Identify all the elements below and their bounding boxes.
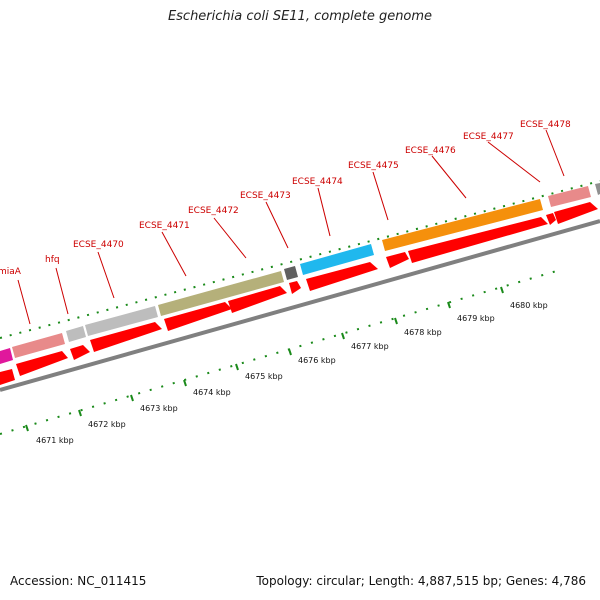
map-title: Escherichia coli SE11, complete genome	[167, 9, 433, 24]
genome-summary-text: Topology: circular; Length: 4,887,515 bp…	[256, 574, 586, 588]
scale-label: 4678 kbp	[404, 328, 442, 337]
scale-label: 4675 kbp	[245, 372, 283, 381]
cds-arrow	[70, 345, 90, 360]
scale-ruler	[25, 286, 504, 432]
gene-label-ECSE_4472[interactable]: ECSE_4472	[188, 206, 239, 216]
feature-box-gray-right	[595, 183, 600, 195]
gene-label-hfq[interactable]: hfq	[45, 255, 60, 265]
cds-arrow	[90, 322, 162, 352]
feature-box-gray-4470	[85, 306, 158, 336]
outer-tick-row	[0, 180, 600, 339]
gene-labels: miaA hfq ECSE_4470 ECSE_4471 ECSE_4472 E…	[0, 120, 571, 277]
cds-arrow	[0, 369, 15, 385]
scale-label: 4674 kbp	[193, 388, 231, 397]
feature-box-magenta	[0, 348, 13, 364]
scale-label: 4672 kbp	[88, 420, 126, 429]
gene-label-ECSE_4470[interactable]: ECSE_4470	[73, 240, 124, 250]
cds-arrow	[546, 213, 556, 225]
gene-label-ECSE_4478[interactable]: ECSE_4478	[520, 120, 571, 130]
feature-box-blue	[300, 244, 374, 275]
genome-backbone	[0, 219, 600, 392]
cds-arrow	[386, 252, 409, 268]
scale-tick-row	[0, 269, 561, 435]
scale-label: 4677 kbp	[351, 342, 389, 351]
cds-arrow	[554, 202, 598, 224]
feature-box-dark-gray	[284, 266, 298, 280]
cds-arrows	[0, 202, 598, 385]
scale-label: 4673 kbp	[140, 404, 178, 413]
cds-arrow	[16, 351, 68, 376]
cds-arrow	[228, 286, 287, 313]
scale-label: 4671 kbp	[36, 436, 74, 445]
feature-box-gray-hfq	[66, 326, 86, 342]
gene-label-ECSE_4475[interactable]: ECSE_4475	[348, 161, 399, 171]
gene-label-ECSE_4473[interactable]: ECSE_4473	[240, 191, 291, 201]
scale-labels: 4671 kbp 4672 kbp 4673 kbp 4674 kbp 4675…	[36, 301, 548, 445]
scale-label: 4680 kbp	[510, 301, 548, 310]
upper-strand-features	[0, 183, 600, 364]
accession-text: Accession: NC_011415	[10, 574, 147, 588]
gene-label-ECSE_4477[interactable]: ECSE_4477	[463, 132, 514, 142]
gene-label-ECSE_4476[interactable]: ECSE_4476	[405, 146, 456, 156]
cds-arrow	[408, 217, 548, 263]
feature-box-olive	[158, 271, 284, 316]
gene-label-ECSE_4471[interactable]: ECSE_4471	[139, 221, 190, 231]
scale-label: 4679 kbp	[457, 314, 495, 323]
cds-arrow	[289, 281, 301, 294]
label-leaders	[17, 129, 565, 325]
cds-arrow	[164, 302, 232, 331]
cds-arrow	[306, 262, 378, 291]
gene-label-ECSE_4474[interactable]: ECSE_4474	[292, 177, 343, 187]
gene-label-miaA[interactable]: miaA	[0, 267, 22, 277]
feature-box-orange	[382, 199, 543, 251]
feature-box-pink-right	[548, 186, 591, 207]
feature-box-pink	[12, 333, 65, 358]
scale-label: 4676 kbp	[298, 356, 336, 365]
